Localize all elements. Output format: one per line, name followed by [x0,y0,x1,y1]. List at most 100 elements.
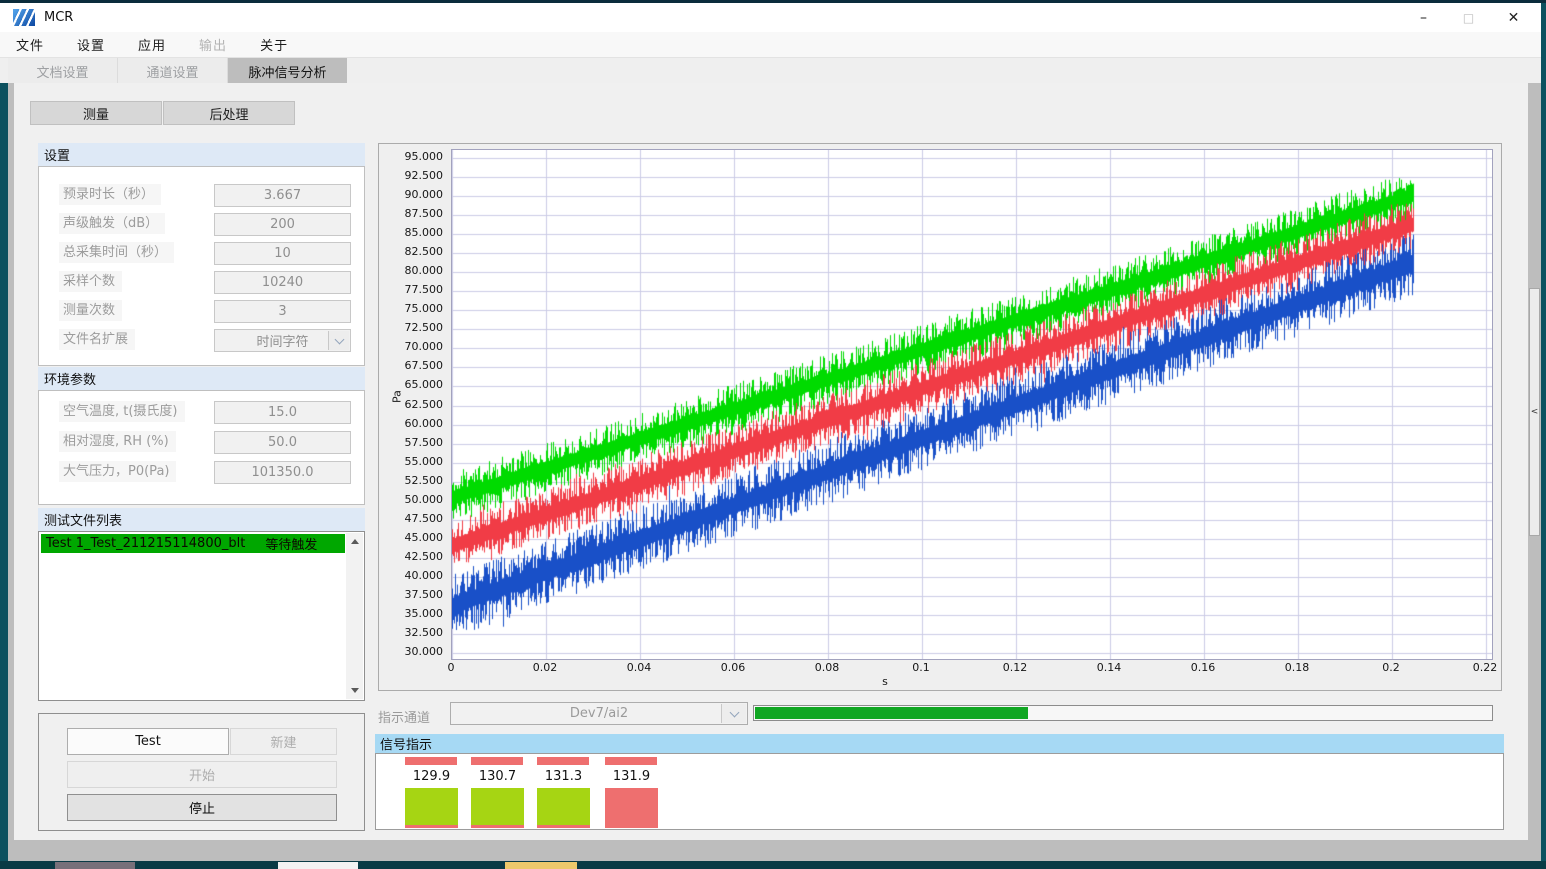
new-button[interactable]: 新建 [230,728,337,755]
progress-bar [753,705,1493,721]
file-list-panel-header: 测试文件列表 [38,508,365,531]
indicator-channel-label: 指示通道 [378,711,431,726]
y-tick-label: 55.000 [404,454,444,468]
title-bar: MCR – □ ✕ [0,3,1541,32]
field-label-level-trigger: 声级触发（dB） [59,213,166,234]
y-tick-label: 85.000 [404,226,444,240]
chart-panel: 95.000 92.500 90.000 87.500 85.000 82.500 80.0… [378,143,1502,691]
scroll-up-button[interactable] [346,533,363,550]
taskbar-icon[interactable] [278,862,358,869]
scroll-down-button[interactable] [346,682,363,699]
subtab-measure[interactable]: 测量 [30,101,162,125]
tab-channel-settings[interactable]: 通道设置 [118,58,228,84]
field-air-temperature[interactable]: 15.0 [214,401,351,424]
field-label-sample-count: 采样个数 [59,271,123,292]
progress-fill [755,707,1029,719]
start-button[interactable]: 开始 [67,761,337,788]
y-tick-label: 95.000 [404,150,444,163]
x-tick-label: 0.16 [1190,661,1216,674]
filename-extension-dropdown[interactable]: 时间字符 [214,329,351,352]
y-tick-label: 72.500 [404,321,444,335]
scroll-down-icon [350,688,359,693]
field-sample-count[interactable]: 10240 [214,271,351,294]
field-label-relative-humidity: 相对湿度, RH (%) [59,431,176,452]
field-measurement-count[interactable]: 3 [214,300,351,323]
x-tick-label: 0.18 [1284,661,1310,674]
subtab-postprocess[interactable]: 后处理 [163,101,295,125]
field-level-trigger[interactable]: 200 [214,213,351,236]
environment-panel: 空气温度, t(摄氏度) 15.0 相对湿度, RH (%) 50.0 大气压力… [38,390,365,505]
x-tick-label: 0.02 [532,661,558,674]
signal-meter: 129.9 [405,754,458,831]
y-tick-label: 32.500 [404,625,444,639]
field-label-prerecord-duration: 预录时长（秒） [59,184,162,205]
window-top-edge [0,0,1546,3]
maximize-button[interactable]: □ [1462,10,1475,25]
taskbar [0,861,1546,869]
signal-level-block [405,788,458,828]
y-tick-label: 87.500 [404,207,444,221]
menu-item-about[interactable]: 关于 [260,39,289,54]
y-tick-label: 75.000 [404,302,444,316]
y-tick-label: 80.000 [404,264,444,278]
field-prerecord-duration[interactable]: 3.667 [214,184,351,207]
x-tick-label: 0.12 [1002,661,1028,674]
y-tick-label: 60.000 [404,416,444,430]
y-tick-label: 62.500 [404,397,444,411]
x-tick-label: 0.04 [626,661,652,674]
close-button[interactable]: ✕ [1507,9,1520,26]
y-tick-label: 40.000 [404,568,444,582]
tab-document-settings[interactable]: 文档设置 [8,58,118,84]
window-title: MCR [44,10,74,25]
collapse-panel-button[interactable]: < [1529,288,1540,536]
x-tick-label: 0.1 [912,661,930,674]
overload-led [605,757,657,765]
menu-bar: 文件 设置 应用 输出 关于 [0,32,1541,57]
field-label-air-temperature: 空气温度, t(摄氏度) [59,401,185,422]
field-total-acquisition-time[interactable]: 10 [214,242,351,265]
field-relative-humidity[interactable]: 50.0 [214,431,351,454]
signal-level-block [471,788,524,828]
app-logo-icon [13,9,35,26]
dropdown-arrow-box[interactable] [721,704,746,723]
collapse-panel-icon: < [1530,407,1539,417]
field-atmospheric-pressure[interactable]: 101350.0 [214,461,351,484]
signal-meter: 131.9 [605,754,658,831]
chart-plot-area [451,149,1493,660]
y-tick-label: 37.500 [404,587,444,601]
chevron-down-icon [729,707,739,717]
field-label-total-acquisition-time: 总采集时间（秒） [59,242,175,263]
field-label-filename-extension: 文件名扩展 [59,329,136,350]
list-scrollbar[interactable] [346,533,363,699]
environment-panel-header: 环境参数 [38,367,365,390]
list-item[interactable]: Test 1_Test_211215114800_blt 等待触发 [41,534,345,553]
settings-panel-header: 设置 [38,143,365,166]
indicator-channel-dropdown[interactable]: Dev7/ai2 [450,702,748,725]
menu-item-output: 输出 [199,39,228,54]
menu-item-settings[interactable]: 设置 [77,39,106,54]
y-tick-label: 57.500 [404,435,444,449]
signal-level-block [537,788,590,828]
menu-item-file[interactable]: 文件 [16,39,45,54]
menu-item-apply[interactable]: 应用 [138,39,167,54]
overload-led [471,757,523,765]
taskbar-icon[interactable] [55,862,135,869]
tab-pulse-signal-analysis[interactable]: 脉冲信号分析 [228,58,347,84]
x-axis-label: s [882,675,888,688]
dropdown-arrow-box[interactable] [328,331,349,350]
test-file-status: 等待触发 [265,538,318,553]
test-file-name: Test 1_Test_211215114800_blt [46,536,246,551]
x-tick-label: 0.06 [720,661,746,674]
signal-meter: 130.7 [471,754,524,831]
signal-level-value: 129.9 [412,769,451,784]
test-name-input[interactable]: Test [67,728,229,755]
stop-button[interactable]: 停止 [67,794,337,821]
y-tick-label: 52.500 [404,473,444,487]
x-tick-label: 0.22 [1472,661,1498,674]
x-tick-label: 0.08 [814,661,840,674]
y-tick-label: 82.500 [404,245,444,259]
y-tick-label: 45.000 [404,530,444,544]
signal-level-value: 131.3 [544,769,583,784]
taskbar-icon[interactable] [505,862,577,869]
minimize-button[interactable]: – [1420,9,1427,26]
